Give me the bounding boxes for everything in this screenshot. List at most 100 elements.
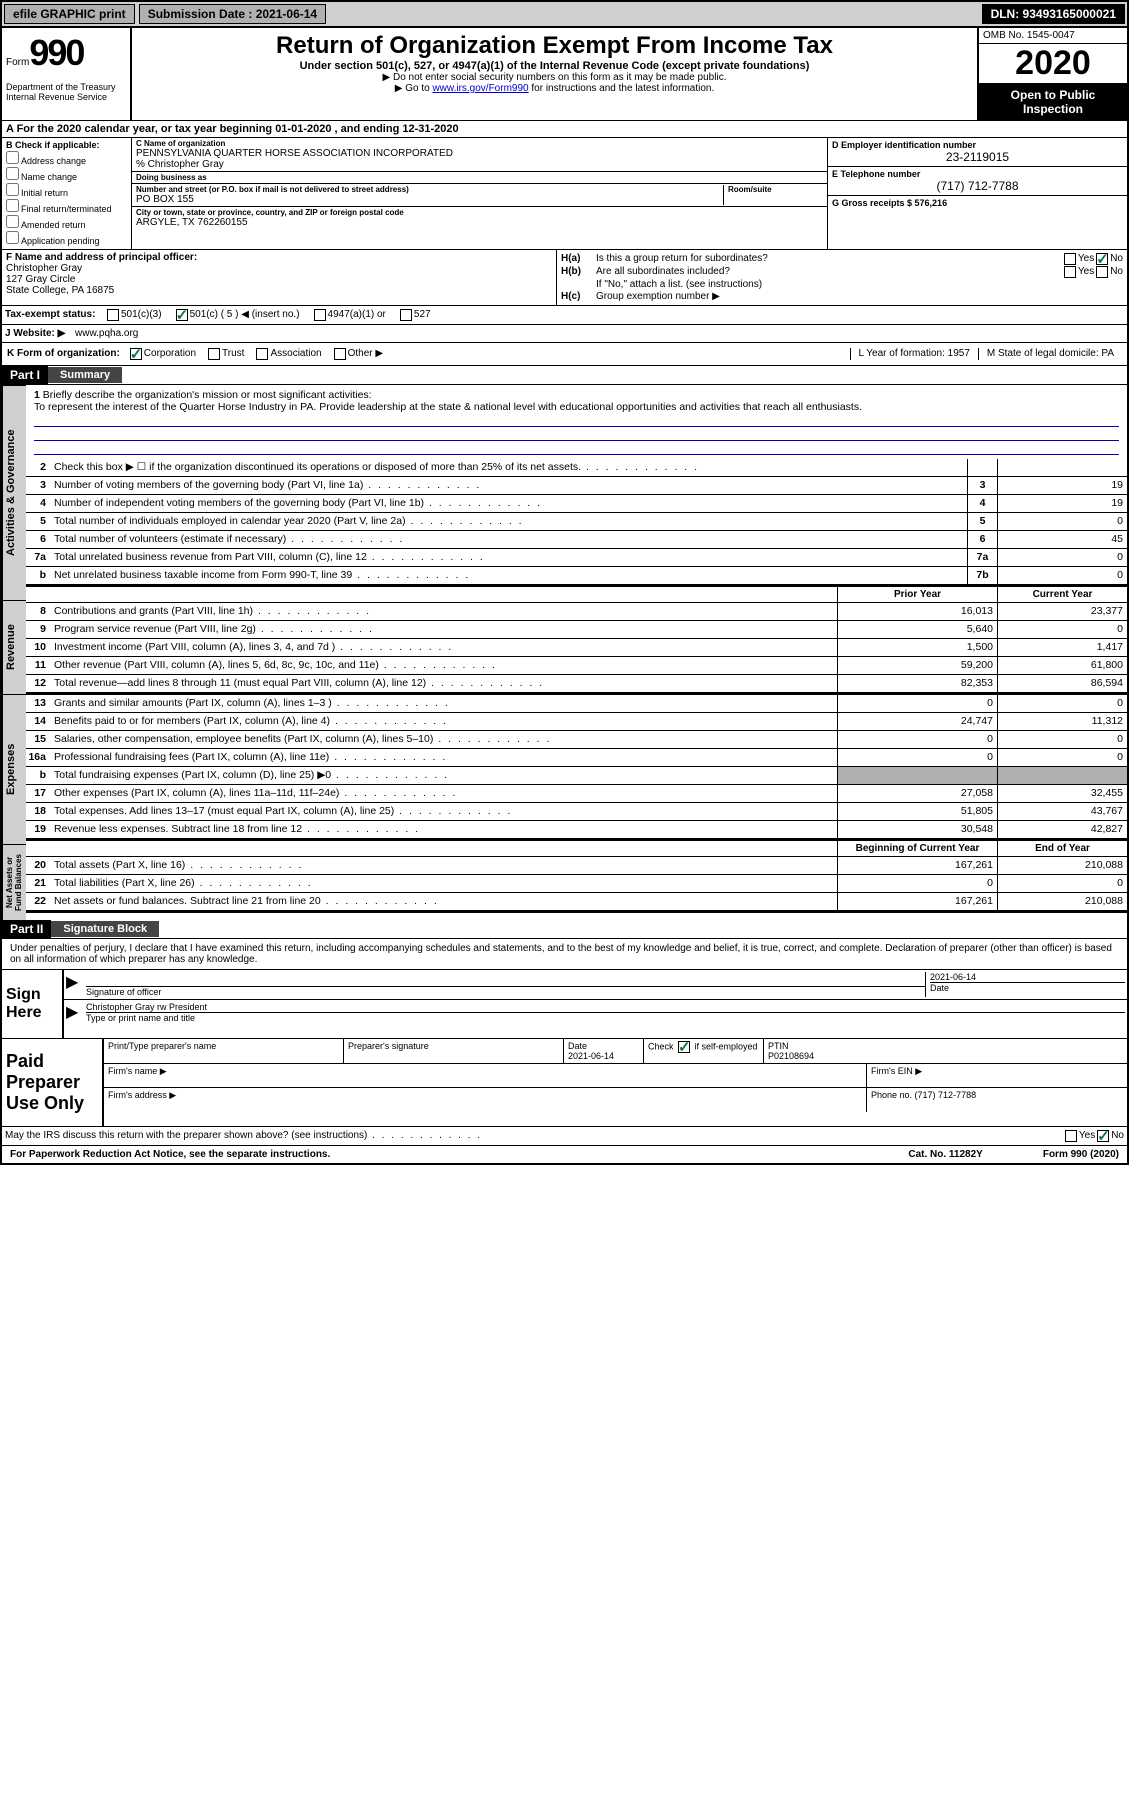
chk-final-return[interactable]: Final return/terminated	[6, 199, 127, 214]
gov-line-7a: 7a Total unrelated business revenue from…	[26, 549, 1127, 567]
501c3-label: 501(c)(3)	[121, 309, 162, 321]
part2-title: Signature Block	[51, 921, 159, 937]
chk-initial-return[interactable]: Initial return	[6, 183, 127, 198]
arrow-icon: ▶	[66, 972, 86, 997]
info-grid: B Check if applicable: Address change Na…	[2, 138, 1127, 250]
paid-preparer-label: Paid Preparer Use Only	[2, 1039, 102, 1126]
527-label: 527	[414, 309, 431, 321]
tel-label: E Telephone number	[832, 169, 1123, 179]
line-16a: 16a Professional fundraising fees (Part …	[26, 749, 1127, 767]
line-19: 19 Revenue less expenses. Subtract line …	[26, 821, 1127, 839]
hc-row: H(c) Group exemption number ▶	[561, 291, 1123, 302]
line-value: 19	[997, 495, 1127, 512]
hb-no-checkbox[interactable]	[1096, 266, 1108, 278]
dln-label: DLN: 93493165000021	[982, 4, 1125, 24]
line-text: Number of voting members of the governin…	[52, 477, 967, 494]
501c3-checkbox[interactable]	[107, 309, 119, 321]
line-text: Program service revenue (Part VIII, line…	[52, 621, 837, 638]
current-value: 1,417	[997, 639, 1127, 656]
perjury-declaration: Under penalties of perjury, I declare th…	[2, 939, 1127, 969]
chk-address-change[interactable]: Address change	[6, 151, 127, 166]
527-checkbox[interactable]	[400, 309, 412, 321]
4947-checkbox[interactable]	[314, 309, 326, 321]
prior-value: 5,640	[837, 621, 997, 638]
room-label: Room/suite	[728, 185, 823, 194]
line-value: 0	[997, 567, 1127, 584]
sig-name-row: ▶ Christopher Gray rw President Type or …	[64, 1000, 1127, 1028]
sig-officer-field: Signature of officer	[86, 972, 925, 997]
ein-row: D Employer identification number 23-2119…	[828, 138, 1127, 167]
line-11: 11 Other revenue (Part VIII, column (A),…	[26, 657, 1127, 675]
line-text: Contributions and grants (Part VIII, lin…	[52, 603, 837, 620]
current-value	[997, 767, 1127, 784]
side-governance: Activities & Governance	[2, 385, 26, 600]
paperwork-notice: For Paperwork Reduction Act Notice, see …	[10, 1149, 330, 1160]
line-text: Total revenue—add lines 8 through 11 (mu…	[52, 675, 837, 692]
other-checkbox[interactable]	[334, 348, 346, 360]
discuss-yes-checkbox[interactable]	[1065, 1130, 1077, 1142]
line-text: Total number of volunteers (estimate if …	[52, 531, 967, 548]
hb-row: H(b) Are all subordinates included? Yes …	[561, 266, 1123, 278]
ha-no-checkbox[interactable]	[1096, 253, 1108, 265]
summary-body: Activities & Governance Revenue Expenses…	[2, 385, 1127, 920]
principal-officer-block: F Name and address of principal officer:…	[2, 250, 1127, 306]
line-box: 4	[967, 495, 997, 512]
current-value: 11,312	[997, 713, 1127, 730]
hc-text: Group exemption number ▶	[596, 291, 720, 302]
irs-link[interactable]: www.irs.gov/Form990	[432, 83, 528, 94]
sig-date-field: 2021-06-14 Date	[925, 972, 1125, 997]
chk-amended[interactable]: Amended return	[6, 215, 127, 230]
column-c-org-info: C Name of organization PENNSYLVANIA QUAR…	[132, 138, 827, 249]
address-row: Number and street (or P.O. box if mail i…	[132, 184, 827, 207]
principal-addr2: State College, PA 16875	[6, 285, 552, 296]
discuss-no-checkbox[interactable]	[1097, 1130, 1109, 1142]
current-value: 0	[997, 749, 1127, 766]
501c-checkbox[interactable]	[176, 309, 188, 321]
form-footer: Form 990 (2020)	[1043, 1149, 1119, 1160]
line-14: 14 Benefits paid to or for members (Part…	[26, 713, 1127, 731]
right-box: OMB No. 1545-0047 2020 Open to Public In…	[977, 28, 1127, 120]
sig-name-field: Christopher Gray rw President Type or pr…	[86, 1002, 1125, 1026]
chk-name-change[interactable]: Name change	[6, 167, 127, 182]
self-employed-checkbox[interactable]	[678, 1041, 690, 1053]
line-box: 5	[967, 513, 997, 530]
footer-row: For Paperwork Reduction Act Notice, see …	[2, 1146, 1127, 1163]
self-employed-cell: Check if self-employed	[644, 1039, 764, 1063]
gov-line-2: 2 Check this box ▶ ☐ if the organization…	[26, 459, 1127, 477]
hb-yes-checkbox[interactable]	[1064, 266, 1076, 278]
line-13: 13 Grants and similar amounts (Part IX, …	[26, 695, 1127, 713]
line-text: Number of independent voting members of …	[52, 495, 967, 512]
corp-checkbox[interactable]	[130, 348, 142, 360]
trust-checkbox[interactable]	[208, 348, 220, 360]
efile-print-button[interactable]: efile GRAPHIC print	[4, 4, 135, 24]
governance-lines: 2 Check this box ▶ ☐ if the organization…	[26, 459, 1127, 587]
title-block: Return of Organization Exempt From Incom…	[132, 28, 977, 120]
goto-suffix: for instructions and the latest informat…	[529, 83, 715, 94]
prior-value	[837, 767, 997, 784]
line-text: Check this box ▶ ☐ if the organization d…	[52, 459, 967, 476]
org-name: PENNSYLVANIA QUARTER HORSE ASSOCIATION I…	[136, 148, 823, 159]
sign-here-label: Sign Here	[2, 970, 62, 1038]
prior-value: 0	[837, 731, 997, 748]
line-text: Investment income (Part VIII, column (A)…	[52, 639, 837, 656]
assoc-checkbox[interactable]	[256, 348, 268, 360]
line-value: 19	[997, 477, 1127, 494]
prior-value: 51,805	[837, 803, 997, 820]
line-box: 7a	[967, 549, 997, 566]
prior-value: 59,200	[837, 657, 997, 674]
discuss-text: May the IRS discuss this return with the…	[5, 1130, 1063, 1142]
ha-yes-checkbox[interactable]	[1064, 253, 1076, 265]
tax-exempt-label: Tax-exempt status:	[5, 309, 105, 321]
mission-blank-line	[34, 441, 1119, 455]
preparer-row: Paid Preparer Use Only Print/Type prepar…	[2, 1038, 1127, 1126]
ssn-warning: ▶ Do not enter social security numbers o…	[136, 72, 973, 83]
line-22: 22 Net assets or fund balances. Subtract…	[26, 893, 1127, 911]
prep-sig-header: Preparer's signature	[344, 1039, 564, 1063]
current-value: 0	[997, 695, 1127, 712]
line-box: 6	[967, 531, 997, 548]
chk-pending[interactable]: Application pending	[6, 231, 127, 246]
line-text: Grants and similar amounts (Part IX, col…	[52, 695, 837, 712]
begin-year-header: Beginning of Current Year	[837, 841, 997, 856]
side-expenses: Expenses	[2, 694, 26, 844]
line-20: 20 Total assets (Part X, line 16) 167,26…	[26, 857, 1127, 875]
